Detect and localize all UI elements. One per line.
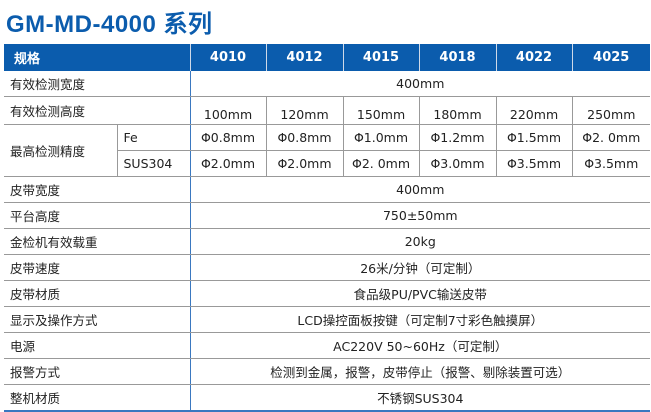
row-value: 检测到金属，报警，皮带停止（报警、剔除装置可选） xyxy=(189,358,651,385)
table-row: 平台高度 750±50mm xyxy=(4,202,651,229)
table-row: 有效检测宽度 400mm xyxy=(4,71,651,97)
table-row: SUS304 Φ2.0mm Φ2.0mm Φ2. 0mm Φ3.0mm Φ3.5… xyxy=(4,150,651,177)
row-value: 食品级PU/PVC输送皮带 xyxy=(189,280,651,307)
table-row: 皮带速度 26米/分钟（可定制） xyxy=(4,254,651,281)
table-row: 皮带材质 食品级PU/PVC输送皮带 xyxy=(4,280,651,307)
row-label: 皮带材质 xyxy=(4,280,191,307)
cell-value: Φ2. 0mm xyxy=(571,124,651,151)
sub-label: Fe xyxy=(116,124,191,151)
cell-value: 220mm xyxy=(495,96,573,125)
sub-label: SUS304 xyxy=(116,150,191,177)
row-value: AC220V 50~60Hz（可定制） xyxy=(189,332,651,359)
row-value: 400mm xyxy=(189,176,651,203)
table-row: 显示及操作方式 LCD操控面板按键（可定制7寸彩色触摸屏） xyxy=(4,306,651,333)
row-value: 不锈钢SUS304 xyxy=(189,384,651,412)
row-value: 20kg xyxy=(189,228,651,255)
row-label: 有效检测宽度 xyxy=(4,71,191,97)
header-model: 4022 xyxy=(495,44,573,71)
cell-value: 120mm xyxy=(265,96,344,125)
page-title: GM-MD-4000 系列 xyxy=(6,11,213,38)
header-model: 4018 xyxy=(418,44,497,71)
cell-value: 150mm xyxy=(342,96,420,125)
cell-value: 180mm xyxy=(418,96,497,125)
table-row: 电源 AC220V 50~60Hz（可定制） xyxy=(4,332,651,359)
cell-value: Φ1.0mm xyxy=(342,124,420,151)
row-label: 报警方式 xyxy=(4,358,191,385)
row-value: 400mm xyxy=(189,71,651,97)
table-row: 整机材质 不锈钢SUS304 xyxy=(4,384,651,412)
cell-value: Φ0.8mm xyxy=(265,124,344,151)
header-model: 4025 xyxy=(571,44,651,71)
cell-value: Φ3.5mm xyxy=(571,150,651,177)
cell-value: Φ1.2mm xyxy=(418,124,497,151)
row-label: 电源 xyxy=(4,332,191,359)
table-row: 金检机有效载重 20kg xyxy=(4,228,651,255)
row-label: 有效检测高度 xyxy=(4,96,191,125)
cell-value: Φ2.0mm xyxy=(189,150,267,177)
cell-value: Φ1.5mm xyxy=(495,124,573,151)
row-label: 皮带宽度 xyxy=(4,176,191,203)
cell-value: Φ3.0mm xyxy=(418,150,497,177)
spec-table: 规格 4010 4012 4015 4018 4022 4025 有效检测宽度 … xyxy=(4,44,651,412)
table-row: 有效检测高度 100mm 120mm 150mm 180mm 220mm 250… xyxy=(4,96,651,125)
cell-value: 100mm xyxy=(189,96,267,125)
header-model: 4012 xyxy=(265,44,344,71)
row-value: LCD操控面板按键（可定制7寸彩色触摸屏） xyxy=(189,306,651,333)
header-model: 4015 xyxy=(342,44,420,71)
row-label: 金检机有效载重 xyxy=(4,228,191,255)
row-label: 平台高度 xyxy=(4,202,191,229)
table-row: 最高检测精度 Fe Φ0.8mm Φ0.8mm Φ1.0mm Φ1.2mm Φ1… xyxy=(4,124,651,177)
row-label: 显示及操作方式 xyxy=(4,306,191,333)
cell-value: Φ0.8mm xyxy=(189,124,267,151)
row-label: 皮带速度 xyxy=(4,254,191,281)
cell-value: Φ2. 0mm xyxy=(342,150,420,177)
header-spec: 规格 xyxy=(4,44,191,71)
cell-value: Φ2.0mm xyxy=(265,150,344,177)
row-value: 26米/分钟（可定制） xyxy=(189,254,651,281)
cell-value: Φ3.5mm xyxy=(495,150,573,177)
row-label: 最高检测精度 xyxy=(4,124,117,177)
table-row: 皮带宽度 400mm xyxy=(4,176,651,203)
header-model: 4010 xyxy=(189,44,267,71)
table-header-row: 规格 4010 4012 4015 4018 4022 4025 xyxy=(4,44,651,71)
table-row: 报警方式 检测到金属，报警，皮带停止（报警、剔除装置可选） xyxy=(4,358,651,385)
row-value: 750±50mm xyxy=(189,202,651,229)
row-label: 整机材质 xyxy=(4,384,191,412)
cell-value: 250mm xyxy=(571,96,651,125)
